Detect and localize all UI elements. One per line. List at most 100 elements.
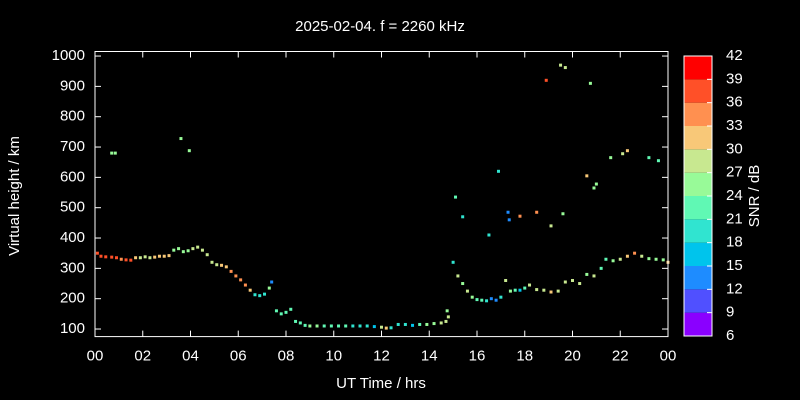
x-tick-label: 18 bbox=[516, 348, 533, 365]
chart-title: 2025-02-04. f = 2260 kHz bbox=[295, 18, 465, 35]
colorbar-band bbox=[684, 312, 712, 336]
data-point bbox=[487, 233, 491, 237]
data-point bbox=[446, 315, 450, 319]
data-point bbox=[609, 156, 613, 160]
data-point bbox=[344, 324, 348, 328]
data-point bbox=[499, 295, 503, 299]
data-point bbox=[518, 288, 522, 292]
colorbar-band bbox=[684, 126, 712, 150]
data-point bbox=[351, 324, 355, 328]
data-point bbox=[592, 186, 596, 190]
colorbar-band bbox=[684, 172, 712, 196]
data-point bbox=[177, 247, 181, 251]
x-tick-label: 22 bbox=[612, 348, 629, 365]
data-point bbox=[396, 322, 400, 326]
colorbar-band bbox=[684, 289, 712, 313]
data-point bbox=[535, 288, 539, 292]
data-point bbox=[384, 326, 388, 330]
data-point bbox=[403, 322, 407, 326]
data-point bbox=[489, 297, 493, 301]
data-point bbox=[654, 257, 658, 261]
data-point bbox=[475, 298, 479, 302]
data-point bbox=[329, 324, 333, 328]
colorbar-band bbox=[684, 79, 712, 103]
data-point bbox=[167, 254, 171, 258]
data-point bbox=[439, 321, 443, 325]
data-point bbox=[549, 224, 553, 228]
data-point bbox=[578, 282, 582, 286]
data-point bbox=[303, 323, 307, 327]
y-tick-label: 1000 bbox=[52, 47, 85, 64]
x-tick-label: 04 bbox=[182, 348, 199, 365]
data-point bbox=[418, 322, 422, 326]
data-point bbox=[274, 309, 278, 313]
data-point bbox=[124, 258, 128, 262]
data-point bbox=[99, 254, 103, 258]
data-point bbox=[411, 323, 415, 327]
colorbar-band bbox=[684, 242, 712, 266]
x-tick-label: 02 bbox=[134, 348, 151, 365]
data-point bbox=[604, 257, 608, 261]
data-point bbox=[243, 283, 247, 287]
data-point bbox=[656, 159, 660, 163]
colorbar-label: SNR / dB bbox=[746, 165, 763, 228]
colorbar-band bbox=[684, 219, 712, 243]
data-point bbox=[513, 288, 517, 292]
data-point bbox=[298, 321, 302, 325]
colorbar-tick-label: 24 bbox=[726, 187, 743, 204]
colorbar-tick-label: 33 bbox=[726, 117, 743, 134]
y-tick-label: 600 bbox=[60, 168, 85, 185]
data-point bbox=[380, 325, 383, 329]
data-point bbox=[196, 245, 200, 249]
data-point bbox=[134, 256, 138, 260]
data-point bbox=[270, 280, 274, 284]
colorbar-band bbox=[684, 266, 712, 290]
data-point bbox=[95, 251, 99, 255]
data-point bbox=[358, 324, 362, 328]
data-point bbox=[523, 286, 527, 290]
x-tick-label: 20 bbox=[564, 348, 581, 365]
data-point bbox=[508, 289, 512, 293]
data-point bbox=[191, 247, 195, 251]
y-tick-label: 900 bbox=[60, 77, 85, 94]
data-point bbox=[284, 310, 288, 314]
data-point bbox=[661, 258, 665, 262]
data-point bbox=[153, 255, 157, 259]
x-tick-label: 06 bbox=[230, 348, 247, 365]
data-point bbox=[315, 324, 319, 328]
data-point bbox=[253, 293, 257, 297]
y-axis-label: Virtual height / km bbox=[6, 136, 23, 256]
data-point bbox=[496, 169, 500, 173]
x-tick-label: 00 bbox=[87, 348, 104, 365]
colorbar-tick-label: 39 bbox=[726, 70, 743, 87]
data-point bbox=[187, 149, 191, 153]
data-point bbox=[535, 210, 539, 214]
data-point bbox=[647, 156, 651, 160]
x-tick-label: 00 bbox=[660, 348, 677, 365]
data-point bbox=[205, 253, 209, 257]
data-point bbox=[494, 298, 498, 302]
data-point bbox=[224, 265, 228, 269]
data-point bbox=[561, 212, 565, 216]
data-point bbox=[119, 257, 123, 261]
data-point bbox=[633, 251, 637, 255]
colorbar-band bbox=[684, 196, 712, 220]
data-point bbox=[114, 256, 118, 260]
data-point bbox=[571, 278, 574, 282]
data-point bbox=[588, 81, 592, 85]
data-point bbox=[625, 254, 629, 258]
data-point bbox=[444, 319, 448, 323]
data-point bbox=[148, 256, 152, 260]
data-point bbox=[157, 254, 161, 258]
colorbar-band bbox=[684, 102, 712, 126]
data-point bbox=[618, 257, 622, 261]
colorbar-tick-label: 27 bbox=[726, 164, 743, 181]
x-axis-label: UT Time / hrs bbox=[336, 375, 426, 392]
data-point bbox=[267, 286, 271, 290]
data-point bbox=[143, 255, 147, 259]
y-tick-label: 100 bbox=[60, 320, 85, 337]
colorbar-tick-label: 15 bbox=[726, 257, 743, 274]
